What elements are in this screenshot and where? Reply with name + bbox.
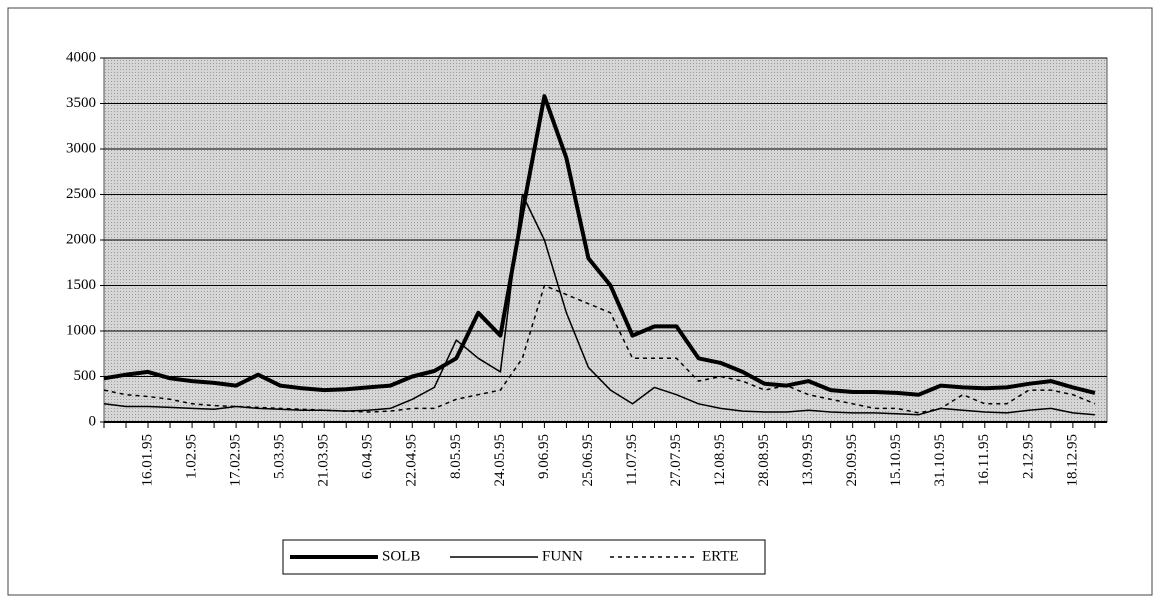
x-tick-label: 29.09.95 [844, 434, 860, 487]
x-tick-label: 11.07.95 [624, 434, 640, 486]
x-tick-label: 16.11.95 [976, 434, 992, 486]
legend-label: ERTE [702, 548, 739, 564]
x-tick-label: 8.05.95 [448, 434, 464, 479]
y-tick-label: 2500 [66, 186, 96, 202]
x-tick-label: 27.07.95 [668, 434, 684, 487]
x-tick-label: 25.06.95 [580, 434, 596, 487]
y-tick-label: 3000 [66, 140, 96, 156]
legend-label: SOLB [382, 548, 420, 564]
x-tick-label: 22.04.95 [404, 434, 420, 487]
x-tick-label: 16.01.95 [139, 434, 155, 487]
legend-label: FUNN [542, 548, 583, 564]
x-tick-label: 9.06.95 [536, 434, 552, 479]
x-tick-label: 2.12.95 [1020, 434, 1036, 479]
x-tick-label: 18.12.95 [1064, 434, 1080, 487]
legend: SOLB FUNN ERTE [282, 539, 766, 575]
y-tick-label: 4000 [66, 49, 96, 65]
series-line [103, 193, 1095, 416]
x-tick-label: 17.02.95 [228, 434, 244, 487]
x-tick-label: 12.08.95 [712, 434, 728, 487]
x-tick-label: 1.02.95 [184, 434, 200, 479]
x-tick-label: 6.04.95 [360, 434, 376, 479]
y-tick-label: 2000 [66, 231, 96, 247]
series-line [103, 94, 1096, 397]
x-tick-label: 28.08.95 [756, 434, 772, 487]
y-tick-label: 1000 [66, 322, 96, 338]
x-tick-label: 15.10.95 [888, 434, 904, 487]
y-tick-label: 500 [74, 368, 97, 384]
x-tick-label: 13.09.95 [800, 434, 816, 487]
y-tick-label: 1500 [66, 277, 96, 293]
x-tick-label: 31.10.95 [932, 434, 948, 487]
x-tick-label: 5.03.95 [272, 434, 288, 479]
x-tick-label: 24.05.95 [492, 434, 508, 487]
y-tick-label: 0 [89, 413, 97, 429]
x-tick-label: 21.03.95 [316, 434, 332, 487]
y-tick-label: 3500 [66, 95, 96, 111]
